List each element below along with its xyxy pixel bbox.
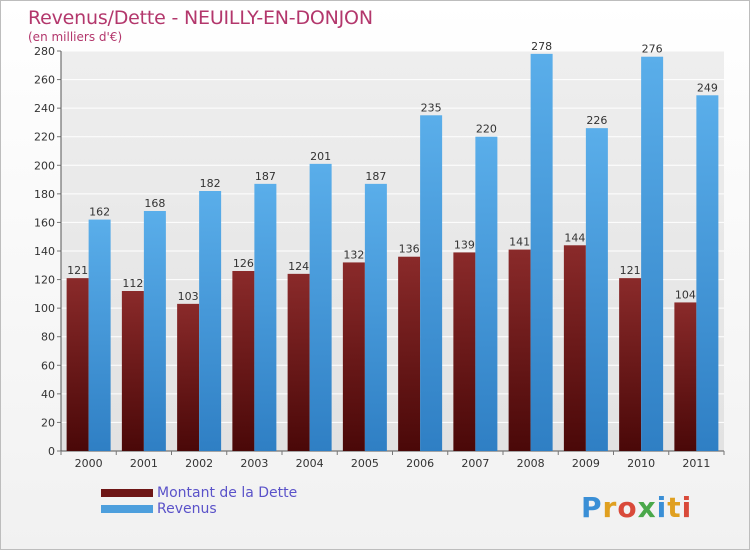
bar-dette (453, 252, 476, 451)
bar-dette (398, 256, 421, 451)
bar-revenus (475, 136, 498, 451)
bar-revenus (199, 191, 222, 451)
legend-swatch-revenus (101, 505, 153, 513)
x-tick-label: 2006 (406, 457, 434, 470)
data-label-revenus: 278 (531, 40, 552, 53)
bar-revenus (254, 183, 277, 451)
logo-letter: t (667, 491, 682, 524)
data-label-dette: 141 (509, 236, 530, 249)
data-label-revenus: 187 (255, 170, 276, 183)
x-tick-label: 2005 (351, 457, 379, 470)
data-label-dette: 132 (343, 248, 364, 261)
data-label-dette: 121 (67, 264, 88, 277)
logo-letter: x (637, 491, 657, 524)
data-label-dette: 139 (454, 238, 475, 251)
logo-letter: i (681, 491, 693, 524)
bar-dette (342, 262, 365, 451)
y-tick-label: 20 (41, 416, 55, 429)
x-tick-label: 2003 (240, 457, 268, 470)
y-tick-label: 260 (34, 74, 55, 87)
data-label-dette: 121 (620, 264, 641, 277)
logo-letter: P (581, 491, 603, 524)
bar-revenus (88, 219, 111, 451)
bar-dette (121, 291, 144, 451)
data-label-dette: 104 (675, 288, 696, 301)
data-label-dette: 103 (178, 290, 199, 303)
logo-letter: i (656, 491, 668, 524)
bar-dette (232, 271, 255, 451)
data-label-dette: 124 (288, 260, 309, 273)
y-tick-label: 40 (41, 388, 55, 401)
data-label-revenus: 220 (476, 123, 497, 136)
chart-title: Revenus/Dette - NEUILLY-EN-DONJON (28, 7, 373, 29)
x-tick-label: 2010 (627, 457, 655, 470)
chart-subtitle: (en milliers d'€) (28, 30, 123, 44)
logo-letter: r (602, 491, 618, 524)
bar-revenus (364, 183, 387, 451)
bar-dette (66, 278, 89, 451)
bar-dette (508, 249, 531, 451)
data-label-revenus: 201 (310, 150, 331, 163)
data-label-revenus: 162 (89, 206, 110, 219)
y-tick-label: 220 (34, 131, 55, 144)
bar-dette (287, 273, 310, 451)
logo-letter: o (617, 491, 638, 524)
legend-swatch-dette (101, 489, 153, 497)
y-tick-label: 0 (48, 445, 55, 458)
data-label-dette: 136 (399, 243, 420, 256)
y-tick-label: 80 (41, 331, 55, 344)
y-tick-label: 120 (34, 274, 55, 287)
x-tick-label: 2007 (461, 457, 489, 470)
y-tick-label: 180 (34, 188, 55, 201)
y-tick-label: 60 (41, 359, 55, 372)
y-tick-label: 200 (34, 159, 55, 172)
data-label-revenus: 187 (365, 170, 386, 183)
data-label-revenus: 235 (421, 101, 442, 114)
legend-label-revenus: Revenus (157, 501, 217, 517)
data-label-revenus: 276 (642, 43, 663, 56)
x-tick-label: 2002 (185, 457, 213, 470)
bar-revenus (641, 56, 664, 451)
bar-revenus (143, 211, 166, 451)
bar-revenus (696, 95, 719, 452)
data-label-revenus: 249 (697, 81, 718, 94)
proxiti-logo: Proxiti (581, 491, 692, 524)
data-label-dette: 112 (122, 277, 143, 290)
bar-dette (674, 302, 697, 451)
legend-label-dette: Montant de la Dette (157, 485, 298, 501)
bar-dette (619, 278, 642, 451)
data-label-revenus: 182 (200, 177, 221, 190)
data-label-revenus: 226 (586, 114, 607, 127)
bar-revenus (530, 53, 553, 451)
y-tick-label: 140 (34, 245, 55, 258)
y-tick-label: 100 (34, 302, 55, 315)
x-tick-label: 2004 (296, 457, 324, 470)
y-tick-label: 160 (34, 216, 55, 229)
x-tick-label: 2008 (517, 457, 545, 470)
y-tick-label: 280 (34, 45, 55, 58)
x-tick-label: 2011 (682, 457, 710, 470)
x-tick-label: 2000 (75, 457, 103, 470)
bar-revenus (309, 163, 332, 451)
bar-dette (563, 245, 586, 451)
y-tick-label: 240 (34, 102, 55, 115)
bar-revenus (585, 128, 608, 451)
x-tick-label: 2001 (130, 457, 158, 470)
bar-revenus (420, 115, 443, 452)
data-label-revenus: 168 (144, 197, 165, 210)
x-tick-label: 2009 (572, 457, 600, 470)
bar-dette (177, 303, 200, 451)
data-label-dette: 144 (564, 231, 585, 244)
data-label-dette: 126 (233, 257, 254, 270)
